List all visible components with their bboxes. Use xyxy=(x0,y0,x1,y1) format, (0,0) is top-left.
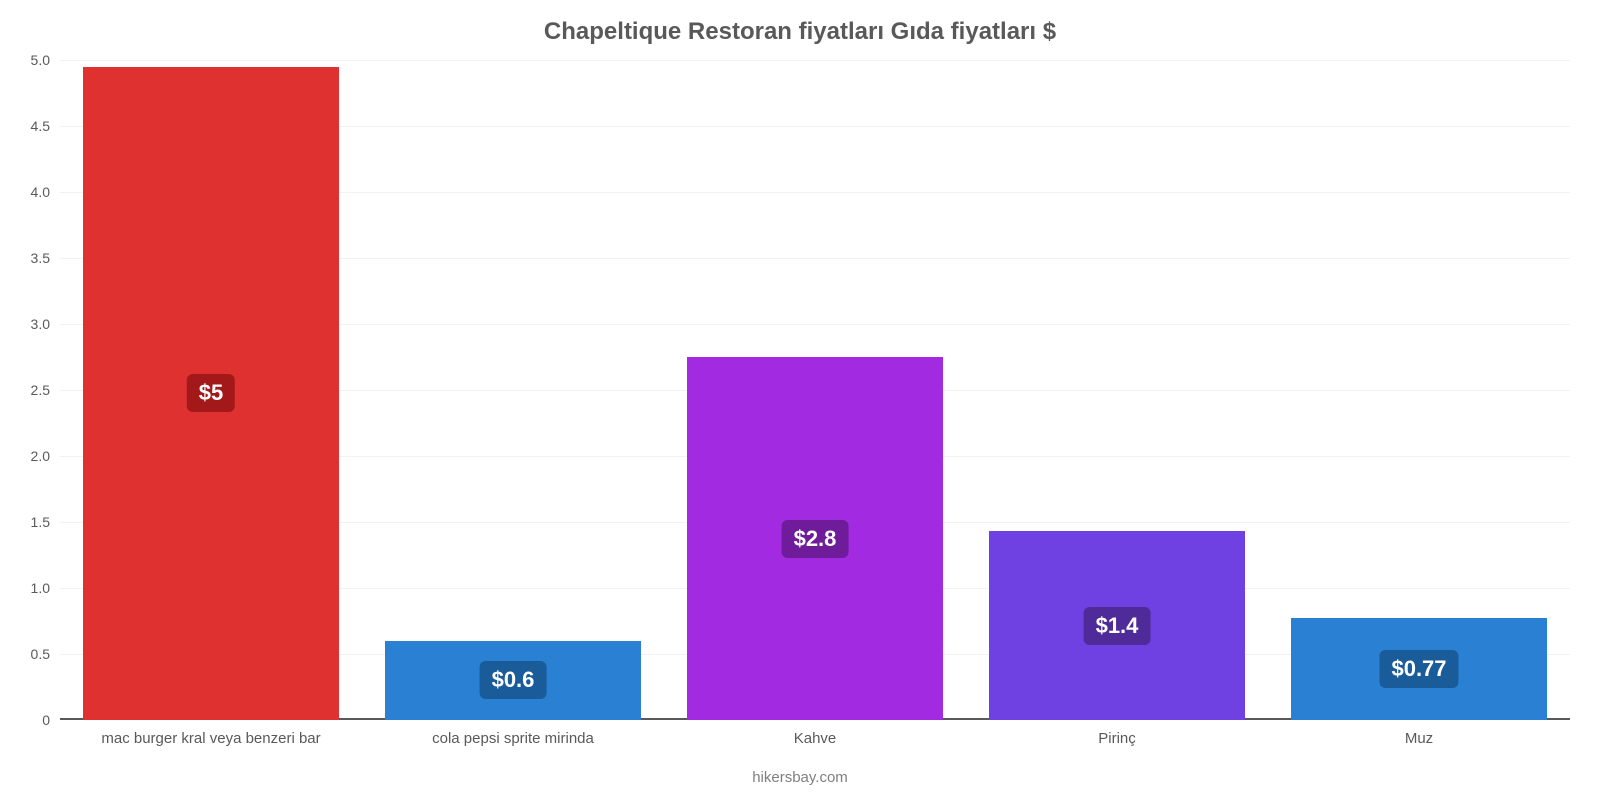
value-badge: $2.8 xyxy=(782,520,849,558)
plot-area: 00.51.01.52.02.53.03.54.04.55.0mac burge… xyxy=(60,60,1570,720)
x-tick-label: Kahve xyxy=(794,730,837,747)
y-tick-label: 5.0 xyxy=(31,52,50,68)
value-badge: $1.4 xyxy=(1084,607,1151,645)
x-tick-label: mac burger kral veya benzeri bar xyxy=(101,730,320,747)
x-tick-label: Pirinç xyxy=(1098,730,1136,747)
value-badge: $0.6 xyxy=(480,661,547,699)
y-tick-label: 3.5 xyxy=(31,250,50,266)
x-tick-label: cola pepsi sprite mirinda xyxy=(432,730,594,747)
x-tick-label: Muz xyxy=(1405,730,1433,747)
chart-footer: hikersbay.com xyxy=(0,769,1600,786)
y-tick-label: 3.0 xyxy=(31,316,50,332)
y-tick-label: 4.5 xyxy=(31,118,50,134)
value-badge: $0.77 xyxy=(1379,650,1458,688)
value-badge: $5 xyxy=(187,374,235,412)
y-tick-label: 0 xyxy=(42,712,50,728)
chart-container: Chapeltique Restoran fiyatları Gıda fiya… xyxy=(0,0,1600,800)
chart-title: Chapeltique Restoran fiyatları Gıda fiya… xyxy=(0,0,1600,46)
y-tick-label: 0.5 xyxy=(31,646,50,662)
y-tick-label: 2.5 xyxy=(31,382,50,398)
y-tick-label: 1.0 xyxy=(31,580,50,596)
y-tick-label: 2.0 xyxy=(31,448,50,464)
y-tick-label: 4.0 xyxy=(31,184,50,200)
grid-line xyxy=(60,60,1570,61)
y-tick-label: 1.5 xyxy=(31,514,50,530)
